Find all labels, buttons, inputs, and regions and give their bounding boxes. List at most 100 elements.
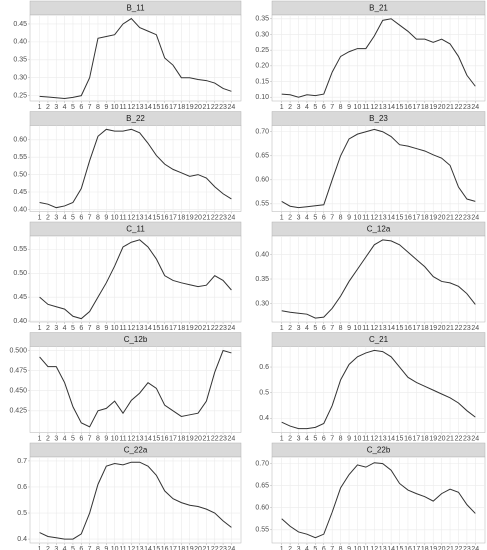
- x-tick-label: 13: [379, 325, 387, 332]
- x-tick-label: 23: [463, 325, 471, 332]
- x-tick-label: 13: [136, 104, 144, 111]
- x-tick-label: 8: [339, 546, 343, 550]
- x-tick-label: 21: [202, 325, 210, 332]
- x-tick-label: 13: [379, 104, 387, 111]
- x-tick-label: 10: [111, 104, 119, 111]
- x-tick-label: 20: [194, 546, 202, 550]
- x-tick-label: 5: [71, 325, 75, 332]
- y-tick-label: 0.10: [255, 94, 269, 101]
- x-tick-label: 17: [169, 214, 177, 221]
- panel: [29, 235, 242, 323]
- x-tick-label: 19: [429, 104, 437, 111]
- x-tick-label: 1: [280, 546, 284, 550]
- x-tick-label: 24: [471, 214, 479, 221]
- data-line: [39, 349, 232, 428]
- x-tick-label: 19: [429, 435, 437, 442]
- y-tick-label: 0.55: [13, 246, 27, 253]
- data-line: [39, 17, 232, 99]
- x-tick-label: 23: [463, 214, 471, 221]
- y-tick-label: 0.50: [13, 171, 27, 178]
- y-tick-label: 0.4: [17, 536, 27, 543]
- x-tick-label: 9: [104, 104, 108, 111]
- x-tick-label: 21: [446, 325, 454, 332]
- x-tick-label: 19: [186, 546, 194, 550]
- x-tick-label: 8: [339, 104, 343, 111]
- x-tick-label: 5: [71, 546, 75, 550]
- data-line: [281, 239, 476, 319]
- x-tick-label: 20: [194, 325, 202, 332]
- x-tick-label: 13: [379, 435, 387, 442]
- y-tick-label: 0.425: [9, 408, 27, 415]
- x-tick-label: 20: [194, 435, 202, 442]
- x-tick-label: 1: [280, 104, 284, 111]
- x-tick-label: 22: [455, 325, 463, 332]
- y-tick-label: 0.35: [13, 57, 27, 64]
- x-tick-label: 1: [38, 104, 42, 111]
- y-tick-label: 0.15: [255, 78, 269, 85]
- x-tick-label: 3: [54, 546, 58, 550]
- data-line: [281, 462, 476, 539]
- y-tick-label: 0.450: [9, 388, 27, 395]
- x-tick-label: 4: [63, 546, 67, 550]
- x-tick-label: 4: [63, 104, 67, 111]
- y-tick-label: 0.7: [17, 458, 27, 465]
- x-tick-label: 24: [228, 325, 236, 332]
- y-tick-label: 0.60: [255, 177, 269, 184]
- x-tick-label: 9: [347, 104, 351, 111]
- x-tick-label: 21: [202, 104, 210, 111]
- x-tick-label: 12: [370, 435, 378, 442]
- data-line: [39, 461, 232, 540]
- x-tick-label: 14: [387, 104, 395, 111]
- x-tick-label: 15: [396, 214, 404, 221]
- x-tick-label: 10: [354, 214, 362, 221]
- x-tick-label: 22: [455, 435, 463, 442]
- y-tick-label: 0.65: [255, 483, 269, 490]
- x-tick-label: 18: [421, 325, 429, 332]
- x-tick-label: 22: [211, 435, 219, 442]
- x-tick-label: 3: [54, 104, 58, 111]
- strip-title: B_21: [369, 4, 388, 13]
- x-tick-label: 18: [421, 546, 429, 550]
- x-tick-label: 14: [387, 214, 395, 221]
- strip-title: C_22b: [367, 446, 391, 455]
- x-tick-label: 12: [370, 325, 378, 332]
- x-tick-label: 16: [161, 546, 169, 550]
- x-tick-label: 24: [471, 435, 479, 442]
- strip-title: B_11: [126, 4, 145, 13]
- panel: [271, 346, 486, 433]
- x-tick-label: 15: [396, 546, 404, 550]
- x-tick-label: 2: [46, 325, 50, 332]
- x-tick-label: 6: [322, 546, 326, 550]
- x-tick-label: 22: [211, 104, 219, 111]
- x-tick-label: 16: [404, 435, 412, 442]
- x-tick-label: 15: [396, 435, 404, 442]
- x-tick-label: 18: [177, 435, 185, 442]
- x-tick-label: 10: [111, 325, 119, 332]
- x-tick-label: 11: [119, 546, 126, 550]
- y-tick-label: 0.55: [255, 201, 269, 208]
- x-tick-label: 18: [421, 214, 429, 221]
- x-tick-label: 11: [362, 546, 369, 550]
- x-tick-label: 24: [228, 435, 236, 442]
- x-tick-label: 14: [144, 325, 152, 332]
- x-tick-label: 4: [63, 214, 67, 221]
- x-tick-label: 14: [144, 214, 152, 221]
- y-tick-label: 0.40: [13, 39, 27, 46]
- data-line: [281, 349, 476, 430]
- y-tick-label: 0.6: [17, 484, 27, 491]
- x-tick-label: 6: [79, 435, 83, 442]
- y-tick-label: 0.4: [259, 415, 269, 422]
- x-tick-label: 14: [387, 325, 395, 332]
- x-tick-label: 10: [354, 104, 362, 111]
- x-tick-label: 23: [463, 104, 471, 111]
- x-tick-label: 6: [322, 214, 326, 221]
- x-tick-label: 11: [362, 435, 369, 442]
- x-tick-label: 6: [322, 435, 326, 442]
- x-tick-label: 6: [79, 214, 83, 221]
- data-line: [39, 128, 232, 209]
- x-tick-label: 16: [161, 104, 169, 111]
- x-tick-label: 1: [280, 435, 284, 442]
- x-tick-label: 14: [387, 546, 395, 550]
- x-tick-label: 23: [219, 435, 227, 442]
